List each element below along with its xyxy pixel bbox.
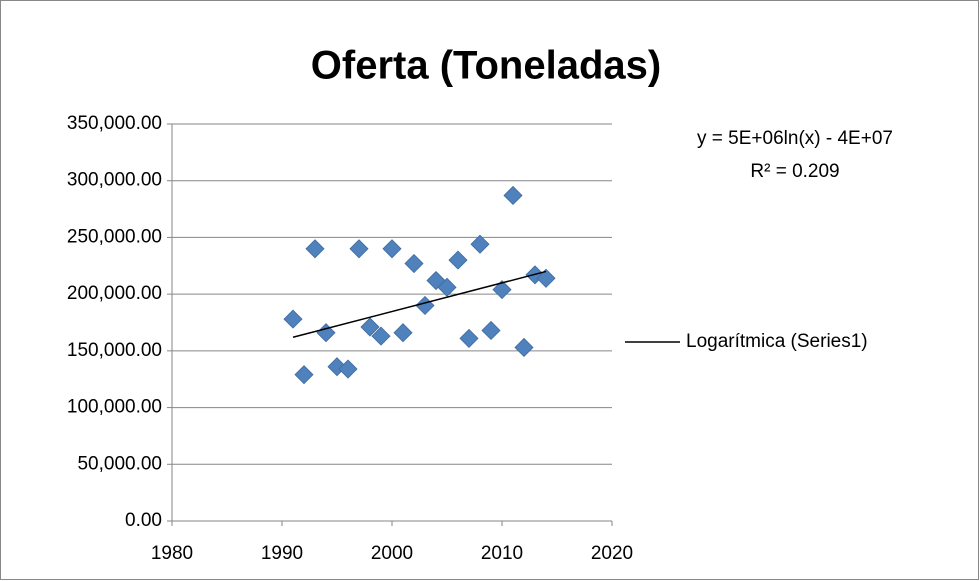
point [294,365,314,385]
point [393,323,413,343]
point [437,277,457,297]
point [536,268,556,288]
point [492,280,512,300]
x-tick-label: 1990 [261,543,303,564]
point [382,239,402,259]
x-tick-label: 2010 [481,543,523,564]
y-tick-label: 200,000.00 [67,283,162,304]
point [338,359,358,379]
y-tick-label: 50,000.00 [77,453,162,474]
y-tick-label: 0.00 [125,510,162,531]
point [470,234,490,254]
trendline [292,270,547,338]
x-tick-label: 2020 [591,543,633,564]
point [459,328,479,348]
point [360,317,380,337]
trend-equation: y = 5E+06ln(x) - 4E+07 [697,128,893,149]
legend-label: Logarítmica (Series1) [686,331,868,352]
y-tick-label: 250,000.00 [67,226,162,247]
point [349,239,369,259]
point [283,309,303,329]
y-tick-label: 300,000.00 [67,170,162,191]
point [404,253,424,274]
point [481,320,501,341]
x-tick-label: 1980 [151,543,193,564]
point [371,326,391,346]
point [448,250,468,270]
point [503,185,523,206]
point [305,239,325,259]
chart-title: Oferta (Toneladas) [311,44,661,88]
y-tick-label: 350,000.00 [67,113,162,134]
y-tick-label: 100,000.00 [67,397,162,418]
x-tick-label: 2000 [371,543,413,564]
trend-r2: R² = 0.209 [750,161,839,182]
y-tick-label: 150,000.00 [67,340,162,361]
point [514,337,534,358]
